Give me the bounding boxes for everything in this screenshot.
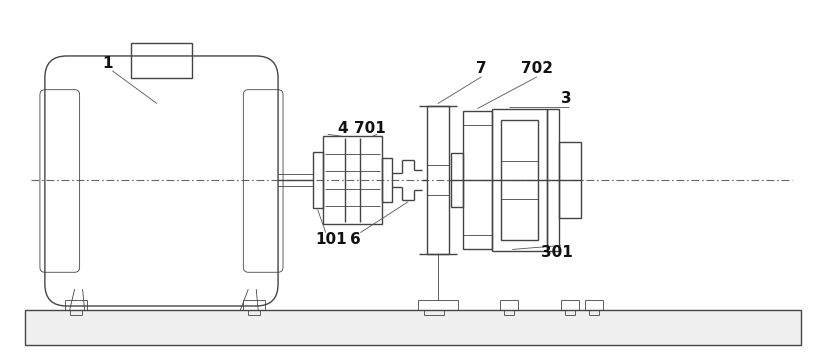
Text: 3: 3 (562, 91, 572, 106)
Bar (418, 300, 457, 310)
Bar (585, 300, 603, 310)
Text: 101: 101 (315, 232, 347, 247)
Text: 4: 4 (337, 121, 348, 136)
Text: 702: 702 (521, 61, 553, 76)
Bar (492, 108, 547, 251)
Bar (313, 152, 323, 208)
Bar (501, 161, 538, 199)
Bar (25, 310, 801, 345)
Bar (462, 111, 492, 250)
Text: 6: 6 (350, 232, 361, 247)
Text: 301: 301 (541, 245, 573, 260)
Bar (547, 108, 559, 251)
Text: 7: 7 (476, 61, 487, 76)
Bar (243, 300, 265, 310)
Bar (65, 300, 87, 310)
Bar (427, 106, 449, 255)
Bar (382, 158, 392, 202)
Text: 701: 701 (355, 121, 386, 136)
Bar (500, 300, 519, 310)
Bar (501, 120, 538, 240)
Bar (323, 136, 382, 224)
Text: 1: 1 (103, 57, 112, 71)
Bar (451, 153, 462, 207)
Bar (559, 142, 581, 218)
Bar (561, 300, 579, 310)
Bar (131, 43, 192, 78)
